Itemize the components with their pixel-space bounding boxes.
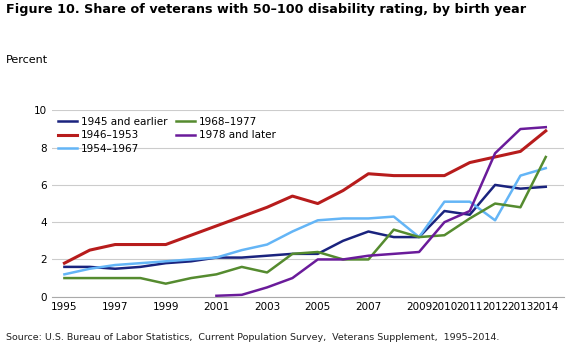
Text: Figure 10. Share of veterans with 50–100 disability rating, by birth year: Figure 10. Share of veterans with 50–100… [6, 3, 526, 17]
Legend: 1945 and earlier, 1946–1953, 1954–1967, 1968–1977, 1978 and later: 1945 and earlier, 1946–1953, 1954–1967, … [55, 114, 279, 157]
Text: Source: U.S. Bureau of Labor Statistics,  Current Population Survey,  Veterans S: Source: U.S. Bureau of Labor Statistics,… [6, 333, 499, 342]
Text: Percent: Percent [6, 55, 48, 65]
